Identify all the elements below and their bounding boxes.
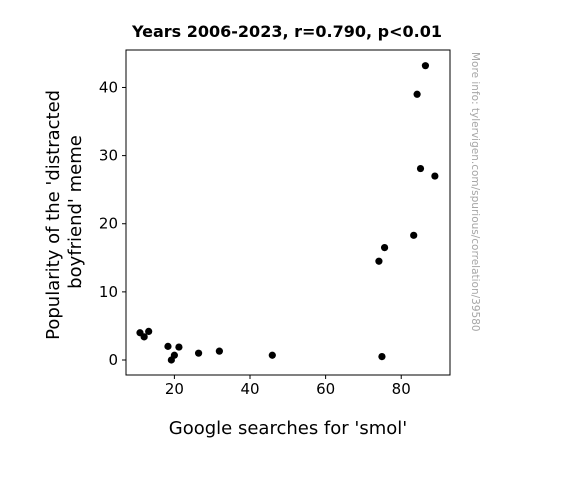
y-tick-label: 10 (99, 283, 118, 301)
x-tick-label: 20 (165, 380, 184, 398)
y-axis-ticks: 0 10 20 30 40 (99, 78, 126, 369)
data-point (215, 347, 223, 355)
y-axis-label-line-1: Popularity of the 'distracted (43, 90, 64, 340)
data-point (268, 351, 276, 359)
data-point (431, 172, 439, 180)
data-points (136, 62, 439, 364)
data-point (421, 62, 430, 70)
data-point (410, 231, 418, 239)
x-tick-label: 40 (240, 380, 259, 398)
data-point (175, 343, 183, 351)
data-point (140, 333, 148, 341)
x-axis-ticks: 20 40 60 80 (165, 375, 411, 398)
data-point (378, 353, 386, 361)
source-note: More info: tylervigen.com/spurious/corre… (469, 52, 481, 332)
data-point (194, 349, 203, 357)
data-point (145, 327, 153, 335)
y-tick-label: 30 (99, 147, 118, 165)
y-axis-label: Popularity of the 'distracted boyfriend'… (43, 84, 86, 340)
x-axis-label: Google searches for 'smol' (169, 418, 407, 439)
x-tick-label: 60 (316, 380, 335, 398)
y-tick-label: 20 (99, 215, 118, 233)
data-point (413, 90, 421, 98)
chart-title: Years 2006-2023, r=0.790, p<0.01 (131, 22, 442, 41)
y-tick-label: 0 (108, 351, 118, 369)
y-axis-label-line-2: boyfriend' meme (65, 135, 86, 289)
y-tick-label: 40 (99, 78, 118, 96)
data-point (170, 351, 178, 359)
x-tick-label: 80 (392, 380, 411, 398)
data-point (375, 257, 383, 265)
data-point (164, 342, 172, 350)
data-point (416, 164, 425, 173)
data-point (380, 243, 389, 252)
plot-frame (125, 49, 451, 376)
